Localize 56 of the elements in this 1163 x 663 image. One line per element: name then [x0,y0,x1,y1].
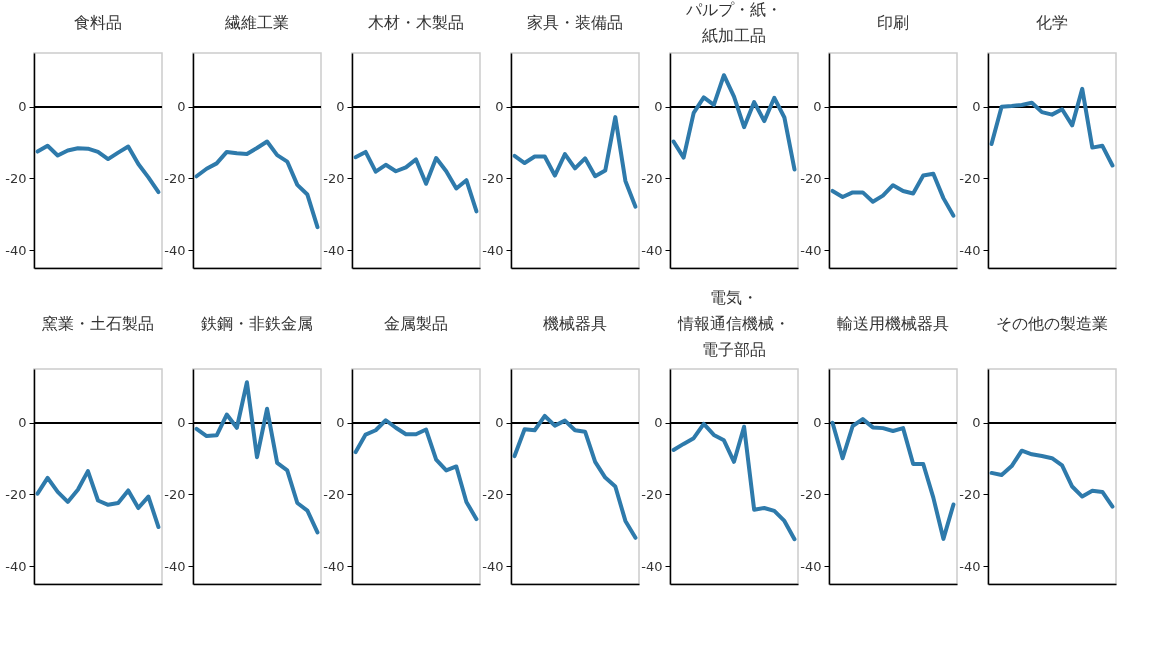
y-tick-label: 0 [177,99,186,115]
chart-title: 繊維工業 [224,13,289,32]
y-tick-label: 0 [336,99,345,115]
y-tick-label: -20 [5,170,27,186]
y-tick-label: -20 [641,170,663,186]
chart-title: 窯業・土石製品 [42,314,154,333]
y-tick-label: -20 [164,170,186,186]
y-tick-label: -40 [5,558,27,574]
chart-title: 木材・木製品 [368,13,464,32]
y-tick-label: -40 [959,558,981,574]
y-tick-label: -40 [164,558,186,574]
chart-title: 電気・情報通信機械・電子部品 [677,288,790,359]
y-tick-label: -20 [959,486,981,502]
chart-title: 金属製品 [384,314,448,333]
y-tick-label: -20 [323,486,345,502]
y-tick-label: 0 [654,415,663,431]
chart-title: 化学 [1036,13,1068,32]
y-tick-label: 0 [495,99,504,115]
y-tick-label: -40 [800,242,822,258]
y-tick-label: -40 [482,558,504,574]
y-tick-label: -40 [959,242,981,258]
chart-title: 印刷 [877,13,909,32]
y-tick-label: -20 [482,486,504,502]
y-tick-label: -20 [5,486,27,502]
y-tick-label: 0 [972,99,981,115]
y-tick-label: 0 [813,99,822,115]
y-tick-label: -40 [482,242,504,258]
y-tick-label: 0 [972,415,981,431]
y-tick-label: -40 [323,242,345,258]
y-tick-label: 0 [18,415,27,431]
y-tick-label: 0 [18,99,27,115]
chart-title: 機械器具 [543,314,607,333]
y-tick-label: -40 [5,242,27,258]
chart-title: 輸送用機械器具 [837,314,949,333]
y-tick-label: -20 [800,170,822,186]
y-tick-label: -20 [482,170,504,186]
y-tick-label: -20 [800,486,822,502]
y-tick-label: -20 [164,486,186,502]
y-tick-label: -40 [641,558,663,574]
y-tick-label: 0 [336,415,345,431]
y-tick-label: -40 [800,558,822,574]
y-tick-label: -20 [641,486,663,502]
chart-title: 鉄鋼・非鉄金属 [201,314,313,333]
y-tick-label: -40 [164,242,186,258]
y-tick-label: -40 [323,558,345,574]
y-tick-label: 0 [654,99,663,115]
y-tick-label: 0 [495,415,504,431]
chart-title: 食料品 [74,13,122,32]
chart-title: その他の製造業 [996,314,1108,333]
y-tick-label: -40 [641,242,663,258]
y-tick-label: -20 [959,170,981,186]
chart-title: 家具・装備品 [527,13,623,32]
chart-title: パルプ・紙・紙加工品 [685,0,782,45]
y-tick-label: -20 [323,170,345,186]
y-tick-label: 0 [177,415,186,431]
y-tick-label: 0 [813,415,822,431]
